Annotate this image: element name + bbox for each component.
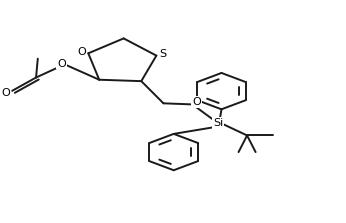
Text: O: O — [57, 59, 66, 68]
Text: O: O — [77, 47, 86, 57]
Text: S: S — [159, 49, 166, 59]
Text: O: O — [1, 88, 10, 98]
Text: O: O — [192, 97, 201, 107]
Text: Si: Si — [213, 118, 223, 128]
